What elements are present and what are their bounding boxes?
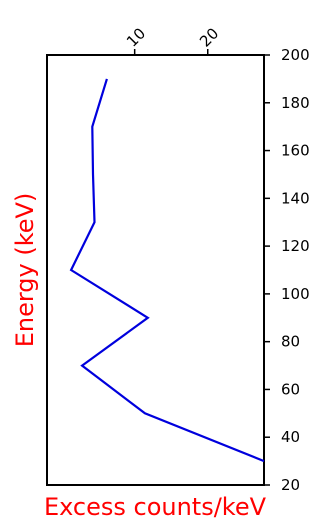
counts-axis: 10 20 (123, 24, 222, 55)
energy-axis-title: Energy (keV) (11, 193, 39, 348)
counts-tick-label: 10 (123, 24, 149, 50)
counts-tick-label: 20 (196, 24, 222, 50)
energy-tick-label: 20 (281, 476, 300, 494)
energy-axis: 20 40 60 80 100 120 140 160 180 200 (264, 46, 310, 494)
energy-tick-label: 100 (281, 285, 310, 303)
energy-tick-label: 40 (281, 428, 300, 446)
counts-axis-title: Excess counts/keV (44, 493, 267, 520)
energy-tick-label: 80 (281, 333, 300, 351)
energy-tick-label: 60 (281, 380, 300, 398)
energy-tick-label: 140 (281, 189, 310, 207)
plot-frame (46, 54, 265, 486)
energy-tick-label: 200 (281, 46, 310, 64)
energy-tick-label: 180 (281, 94, 310, 112)
energy-tick-label: 120 (281, 237, 310, 255)
energy-tick-label: 160 (281, 142, 310, 160)
series-line (69, 78, 265, 463)
